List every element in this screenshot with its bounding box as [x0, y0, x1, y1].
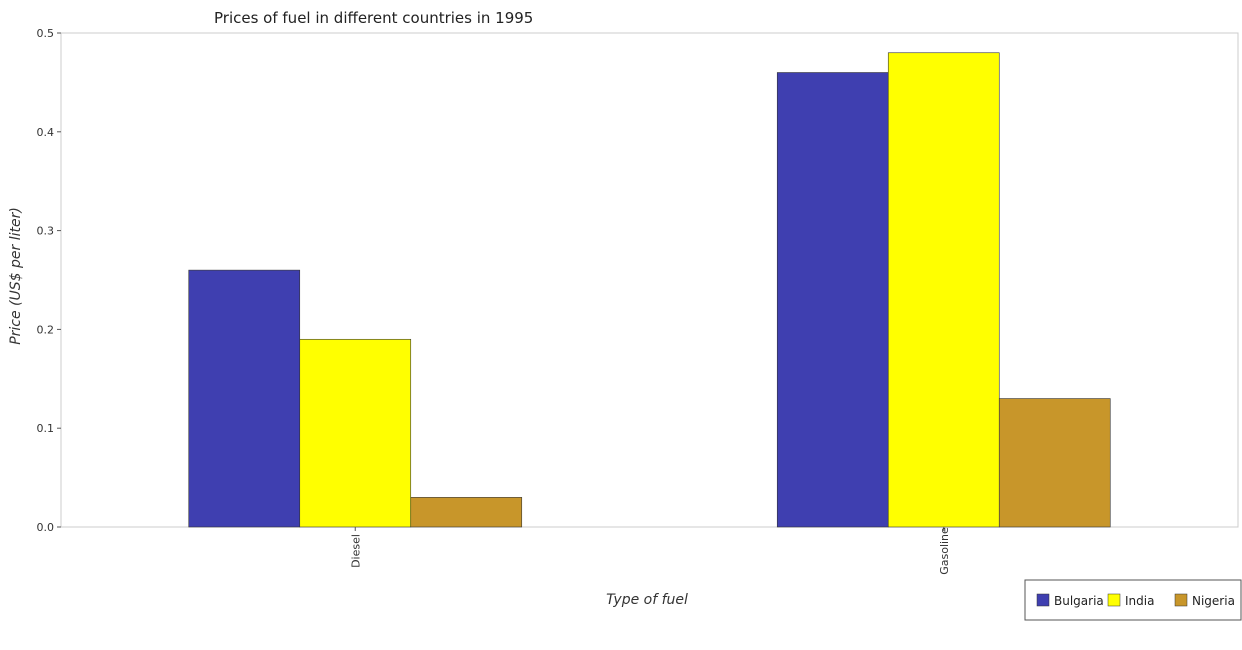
- bar-nigeria-diesel: [410, 497, 523, 528]
- y-tick-label: 0.3: [37, 225, 55, 238]
- bar-india-diesel: [299, 338, 412, 528]
- x-tick-label: Gasoline: [938, 527, 951, 575]
- bar-bulgaria-diesel: [188, 269, 301, 528]
- legend: Bulgaria India Nigeria: [1024, 579, 1242, 621]
- y-axis-label: Price (US$ per liter): [8, 207, 24, 345]
- chart-title: Prices of fuel in different countries in…: [214, 9, 533, 27]
- y-tick-label: 0.4: [37, 126, 55, 139]
- legend-swatch-bulgaria: [1036, 593, 1050, 607]
- y-tick-label: 0.0: [37, 521, 55, 534]
- y-axis-ticks: 0.0 0.1 0.2 0.3 0.4 0.5: [37, 27, 61, 534]
- legend-swatch-nigeria: [1174, 593, 1188, 607]
- legend-label-bulgaria: Bulgaria: [1054, 594, 1104, 608]
- legend-box: [1024, 579, 1242, 621]
- legend-label-india: India: [1125, 594, 1154, 608]
- x-tick-label: Diesel: [349, 534, 362, 568]
- legend-label-nigeria: Nigeria: [1192, 594, 1235, 608]
- legend-swatch-india: [1107, 593, 1121, 607]
- x-axis-label: Type of fuel: [606, 592, 688, 608]
- bar-india-gasoline: [887, 52, 1000, 528]
- bar-nigeria-gasoline: [998, 398, 1111, 528]
- y-tick-label: 0.1: [37, 422, 55, 435]
- bars: [188, 52, 1111, 528]
- plot-border: [60, 32, 1239, 528]
- y-tick-label: 0.2: [37, 323, 55, 336]
- bar-bulgaria-gasoline: [776, 72, 889, 528]
- y-tick-label: 0.5: [37, 27, 55, 40]
- x-axis-ticks: Diesel Gasoline: [349, 527, 951, 575]
